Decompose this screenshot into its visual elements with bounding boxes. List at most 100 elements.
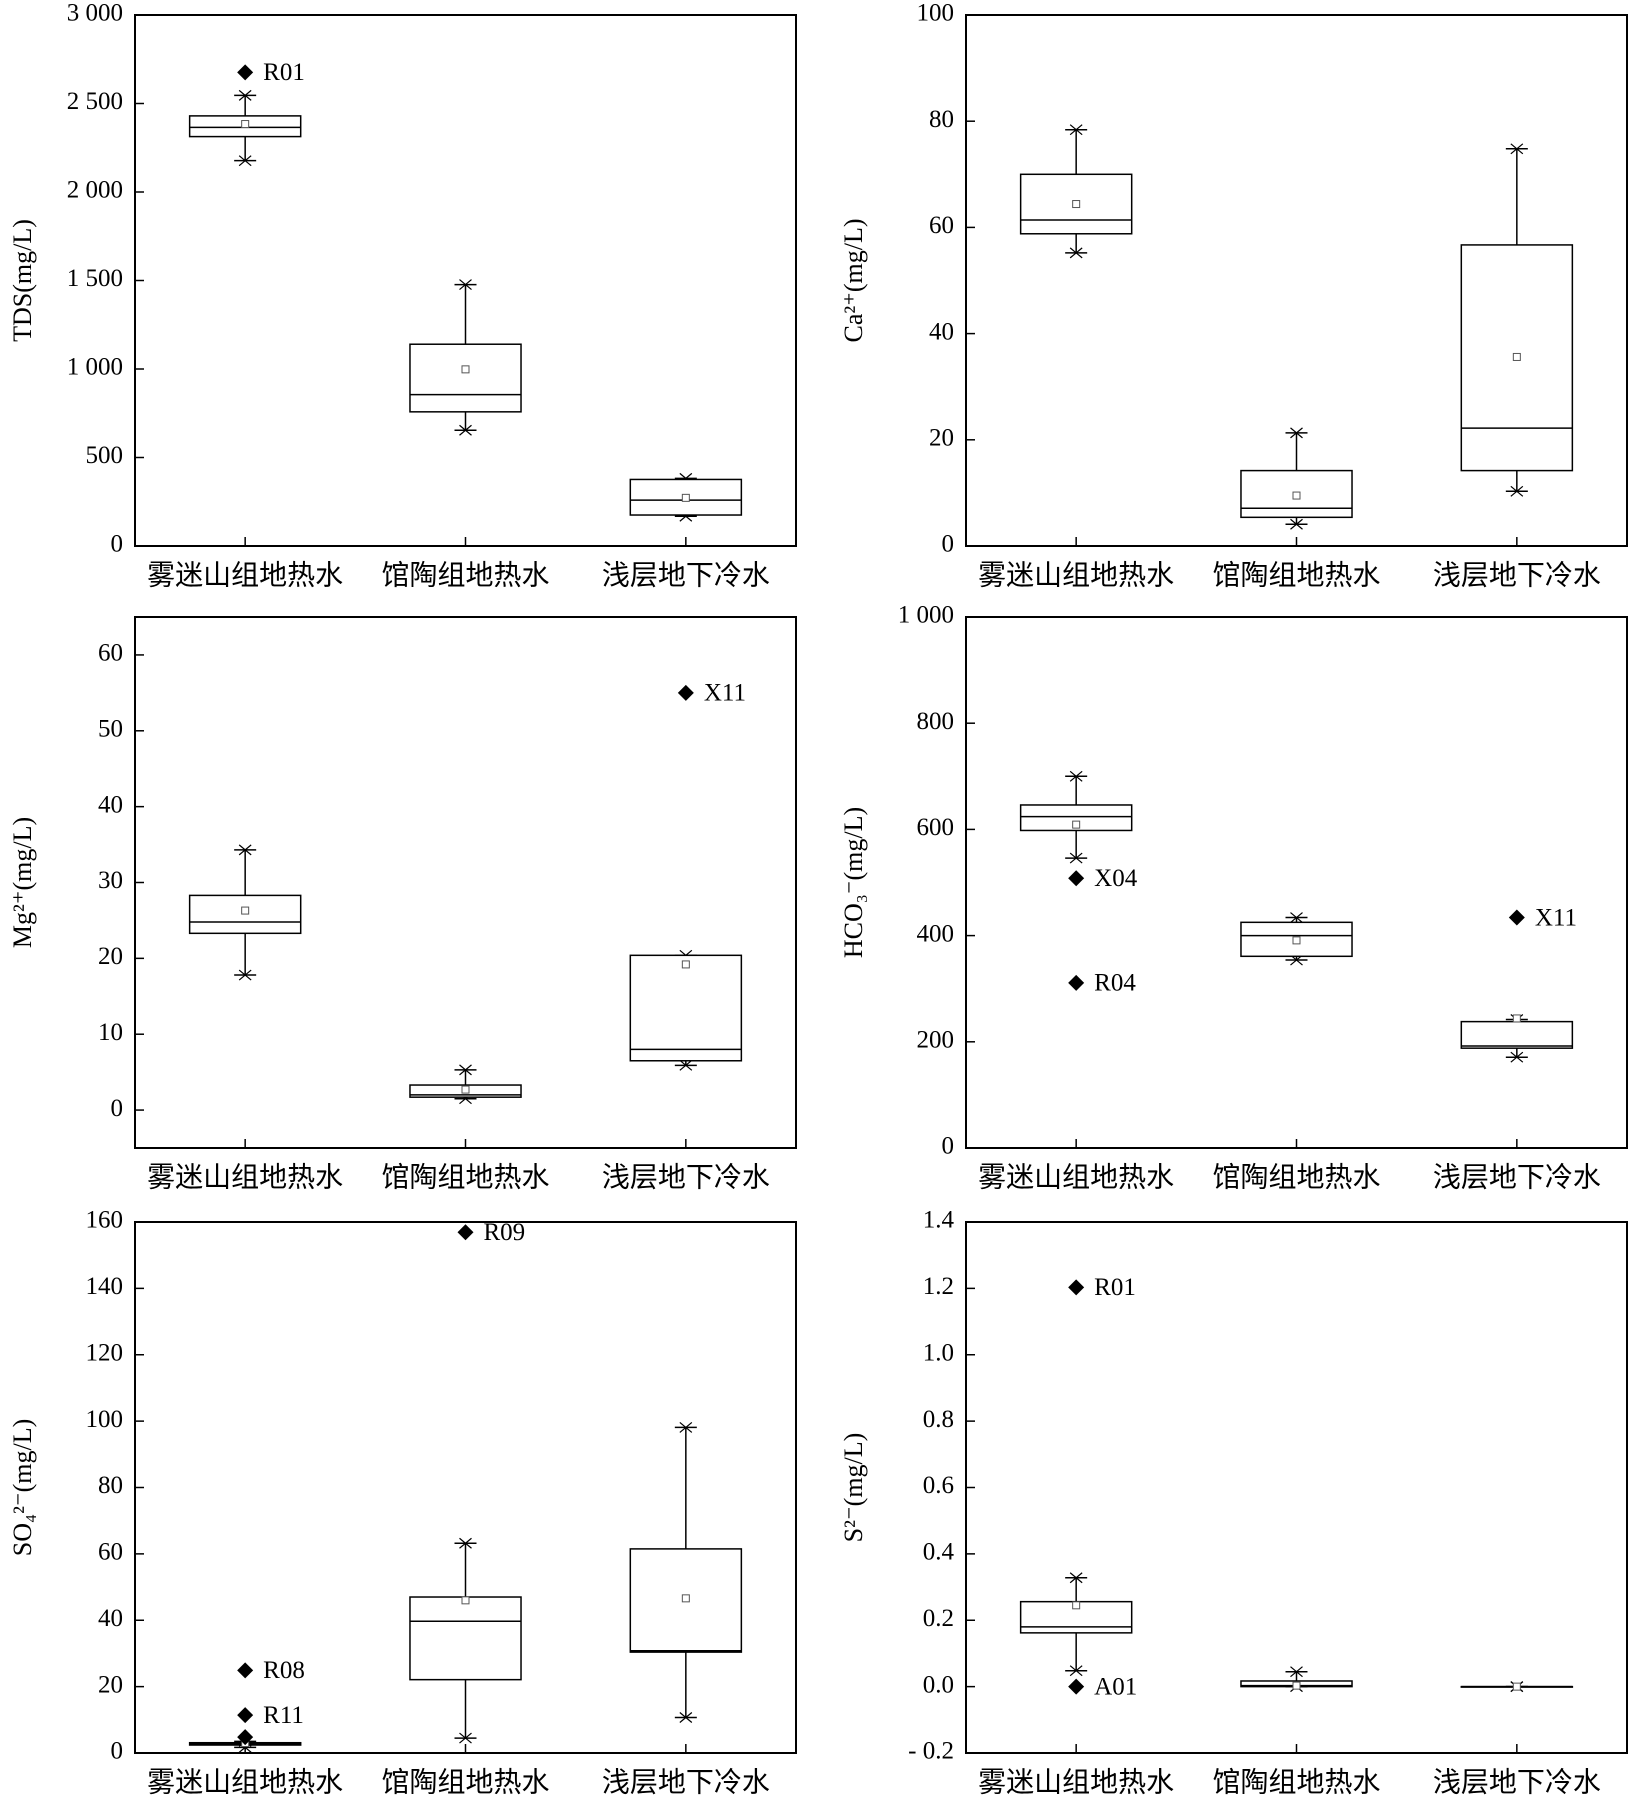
y-tick-label: 80 — [929, 106, 954, 133]
outlier-label: X11 — [704, 680, 746, 707]
plot-frame — [134, 14, 797, 547]
x-tick-label: 浅层地下冷水 — [1433, 1161, 1601, 1193]
mean-marker — [681, 1594, 690, 1603]
extreme-marker — [238, 155, 252, 167]
y-tick-label: 1 000 — [67, 354, 123, 381]
x-tick-label: 浅层地下冷水 — [1433, 1766, 1601, 1798]
panel: 0 200 400 600 800 1 000 HCO₃⁻(mg/L) 雾迷山组地热水 X04 R… — [839, 602, 1628, 1193]
y-tick-label: 60 — [98, 640, 123, 667]
extreme-marker — [679, 1421, 693, 1433]
y-axis-label: Mg²⁺(mg/L) — [8, 817, 37, 948]
extreme-marker — [459, 424, 472, 436]
extreme-marker — [1290, 518, 1303, 530]
x-tick-label: 馆陶组地热水 — [1212, 1161, 1380, 1193]
extreme-marker — [1069, 1665, 1083, 1677]
y-tick-label: 20 — [929, 425, 954, 452]
outlier — [237, 1729, 254, 1746]
mean-marker — [241, 120, 250, 129]
box — [629, 954, 743, 1062]
panel: 0 10 20 30 40 50 60 Mg²⁺(mg/L) 雾迷山组地热水 馆陶组地热水 浅层地下… — [8, 616, 797, 1193]
y-tick-label: - 0.2 — [908, 1738, 954, 1765]
outlier — [237, 1662, 254, 1679]
x-tick-label: 馆陶组地热水 — [381, 1161, 549, 1193]
extreme-marker — [1069, 247, 1083, 259]
panel: 0 20 40 60 80 100 120 140 160 SO₄²⁻(mg/L) 雾迷山组地热水 R… — [8, 1207, 797, 1798]
outlier-label: X04 — [1094, 865, 1138, 892]
outlier — [1068, 870, 1085, 887]
y-tick-label: 0.8 — [923, 1406, 954, 1433]
y-axis-label: TDS(mg/L) — [8, 219, 37, 342]
extreme-marker — [1290, 427, 1303, 439]
extreme-marker — [1510, 143, 1524, 155]
y-axis-label: SO₄²⁻(mg/L) — [8, 1419, 37, 1556]
y-tick-label: 1.0 — [923, 1339, 954, 1366]
y-axis-label: HCO₃⁻(mg/L) — [839, 807, 868, 958]
x-tick-label: 雾迷山组地热水 — [978, 559, 1174, 591]
extreme-marker — [459, 1732, 472, 1744]
y-tick-label: 0.6 — [923, 1472, 954, 1499]
y-tick-label: 2 500 — [67, 88, 123, 115]
y-tick-label: 140 — [86, 1273, 124, 1300]
outlier-label: R11 — [263, 1702, 304, 1729]
y-tick-label: 200 — [917, 1027, 955, 1054]
mean-marker — [1072, 820, 1081, 829]
y-tick-label: 0.0 — [923, 1671, 954, 1698]
mean-marker — [461, 1085, 470, 1094]
x-tick-label: 雾迷山组地热水 — [147, 559, 343, 591]
y-axis-label: Ca²⁺(mg/L) — [839, 218, 868, 342]
mean-marker — [1292, 1681, 1301, 1690]
panel: - 0.2 0.0 0.2 0.4 0.6 0.8 1.0 1.2 1.4 S²⁻(mg/L) 雾迷… — [839, 1207, 1628, 1798]
extreme-marker — [679, 1059, 693, 1071]
extreme-marker — [1510, 1051, 1524, 1063]
mean-marker — [1072, 1601, 1081, 1610]
y-tick-label: 20 — [98, 943, 123, 970]
outlier — [1508, 909, 1525, 926]
y-tick-label: 60 — [98, 1539, 123, 1566]
extreme-marker — [459, 1064, 472, 1076]
y-tick-label: 30 — [98, 867, 123, 894]
panel: 0 20 40 60 80 100 Ca²⁺(mg/L) 雾迷山组地热水 馆陶组地热水 浅层地下冷… — [839, 0, 1628, 591]
y-tick-label: 0 — [942, 531, 955, 558]
y-tick-label: 3 000 — [67, 0, 123, 27]
x-tick-label: 馆陶组地热水 — [381, 1766, 549, 1798]
y-tick-label: 0 — [111, 1738, 124, 1765]
y-tick-label: 800 — [917, 708, 955, 735]
outlier — [237, 1707, 254, 1724]
extreme-marker — [1069, 1572, 1083, 1584]
outlier-label: A01 — [1094, 1673, 1137, 1700]
y-tick-label: 20 — [98, 1671, 123, 1698]
y-tick-label: 50 — [98, 716, 123, 743]
x-tick-label: 馆陶组地热水 — [381, 559, 549, 591]
x-tick-label: 雾迷山组地热水 — [147, 1161, 343, 1193]
extreme-marker — [238, 969, 252, 981]
plot-frame — [134, 616, 797, 1149]
y-tick-label: 100 — [86, 1406, 124, 1433]
panel: 0 500 1 000 1 500 2 000 2 500 3 000 TDS(mg/L) 雾迷… — [8, 0, 797, 591]
x-tick-label: 雾迷山组地热水 — [978, 1766, 1174, 1798]
outlier-label: R04 — [1094, 970, 1136, 997]
extreme-marker — [1510, 485, 1524, 497]
y-tick-label: 40 — [929, 318, 954, 345]
y-tick-label: 40 — [98, 1605, 123, 1632]
extreme-marker — [679, 1712, 693, 1723]
box — [1019, 173, 1133, 235]
y-tick-label: 1 500 — [67, 265, 123, 292]
outlier — [1068, 1279, 1085, 1296]
extreme-marker — [459, 279, 472, 291]
x-tick-label: 馆陶组地热水 — [1212, 559, 1380, 591]
y-tick-label: 1.2 — [923, 1273, 954, 1300]
mean-marker — [461, 365, 470, 374]
box — [409, 1596, 522, 1681]
y-tick-label: 0 — [111, 1095, 124, 1122]
x-tick-label: 浅层地下冷水 — [602, 559, 770, 591]
outlier — [457, 1224, 474, 1241]
mean-marker — [1292, 936, 1301, 945]
y-tick-label: 120 — [86, 1339, 124, 1366]
x-tick-label: 浅层地下冷水 — [1433, 559, 1601, 591]
y-tick-label: 160 — [86, 1207, 124, 1234]
y-tick-label: 1.4 — [923, 1207, 955, 1234]
mean-marker — [1512, 1682, 1521, 1691]
outlier-label: R08 — [263, 1657, 305, 1684]
mean-marker — [681, 960, 690, 969]
box — [1460, 1020, 1574, 1049]
